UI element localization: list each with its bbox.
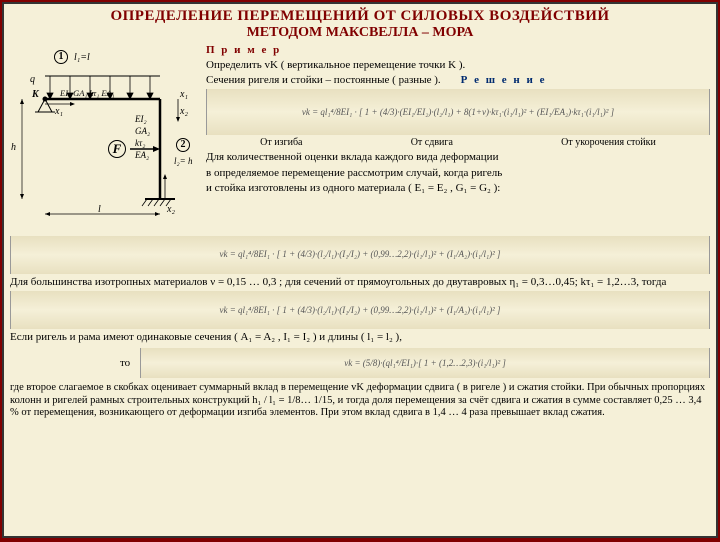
- formula-1: vk = ql₁⁴/8EI₁ · [ 1 + (4/3)·(EI₁/EI₂)·(…: [206, 89, 710, 135]
- l2-label: l₂= h: [174, 156, 192, 167]
- F-label: F: [108, 140, 126, 158]
- task-text: Определить vK ( вертикальное перемещение…: [206, 59, 710, 72]
- p21: EI₂: [135, 114, 147, 125]
- formula-3: vk = ql₁⁴/8EI₁ · [ 1 + (4/3)·(l₂/l₁)·(I₁…: [10, 291, 710, 329]
- circle-2: 2: [176, 138, 190, 152]
- primer-heading: П р и м е р: [206, 44, 281, 56]
- l-label: l: [98, 204, 101, 216]
- formula-2: vk = ql₁⁴/8EI₁ · [ 1 + (4/3)·(l₂/l₁)·(I₁…: [10, 236, 710, 274]
- formula-4: vk = (5/8)·(ql₁⁴/EI₁)·[ 1 + (1,2…2,3)·(i…: [140, 348, 710, 378]
- l1-label: l₁=l: [74, 52, 90, 64]
- lbl-ukor: От укорочения стойки: [561, 137, 656, 149]
- props1: EI₁ GA₁ kτ₁ EA₁: [60, 88, 115, 98]
- p23: kτ₂: [135, 138, 145, 149]
- resh-heading: Р е ш е н и е: [461, 74, 547, 87]
- K-label: K: [32, 89, 39, 101]
- document-page: ОПРЕДЕЛЕНИЕ ПЕРЕМЕЩЕНИЙ ОТ СИЛОВЫХ ВОЗДЕ…: [2, 2, 718, 538]
- structural-diagram: 1 l₁=l q K EI₁ GA₁ kτ₁ EA₁ x₁ h F EI₂ GA…: [10, 44, 200, 234]
- q-label: q: [30, 74, 35, 86]
- h-label: h: [11, 142, 16, 154]
- page-title: ОПРЕДЕЛЕНИЕ ПЕРЕМЕЩЕНИЙ ОТ СИЛОВЫХ ВОЗДЕ…: [4, 4, 716, 25]
- final-text: где второе слагаемое в скобках оценивает…: [10, 382, 710, 420]
- iso-text: Для большинства изотропных материалов ν …: [10, 276, 710, 289]
- esli-text: Если ригель и рама имеют одинаковые сече…: [10, 331, 710, 344]
- p22: GA₂: [135, 126, 150, 137]
- to-label: то: [10, 357, 130, 370]
- lbl-sdvig: От сдвига: [411, 137, 453, 149]
- kol1: Для количественной оценки вклада каждого…: [206, 151, 710, 164]
- kol2: в определяемое перемещение рассмотрим сл…: [206, 167, 710, 180]
- x1-label: x₁: [55, 106, 63, 118]
- lbl-izgib: От изгиба: [260, 137, 302, 149]
- contrib-labels: От изгиба От сдвига От укорочения стойки: [206, 137, 710, 149]
- circle-1: 1: [54, 50, 68, 64]
- kol3: и стойка изготовлены из одного материала…: [206, 182, 710, 195]
- x2-right: x₂: [180, 106, 188, 118]
- page-subtitle: МЕТОДОМ МАКСВЕЛЛА – МОРА: [4, 25, 716, 44]
- top-row: 1 l₁=l q K EI₁ GA₁ kτ₁ EA₁ x₁ h F EI₂ GA…: [10, 44, 710, 234]
- problem-text: П р и м е р Определить vK ( вертикальное…: [206, 44, 710, 234]
- x2-bottom: x₂: [167, 204, 175, 216]
- content: 1 l₁=l q K EI₁ GA₁ kτ₁ EA₁ x₁ h F EI₂ GA…: [4, 44, 716, 420]
- x1-right: x₁: [180, 89, 188, 101]
- p24: EA₂: [135, 150, 149, 161]
- sech-text: Сечения ригеля и стойки – постоянные ( р…: [206, 74, 441, 87]
